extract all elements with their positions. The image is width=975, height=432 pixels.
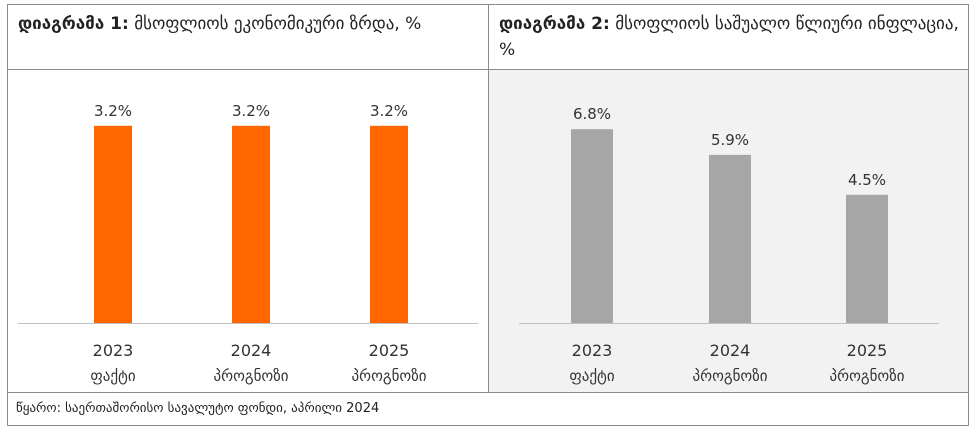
tick-label-year: 2023 — [93, 341, 134, 360]
data-label: 6.8% — [573, 105, 611, 123]
chart-title: დიაგრამა 2: მსოფლიოს საშუალო წლიური ინფლ… — [499, 11, 959, 63]
title-divider — [489, 69, 968, 70]
chart-title-label: დიაგრამა 1: — [18, 14, 129, 34]
chart-title: დიაგრამა 1: მსოფლიოს ეკონომიკური ზრდა, % — [18, 11, 478, 37]
data-label: 4.5% — [848, 171, 886, 189]
title-divider — [8, 69, 488, 70]
data-label: 3.2% — [370, 102, 408, 120]
data-label: 3.2% — [232, 102, 270, 120]
bar-2025 — [370, 125, 408, 323]
tick-label-year: 2025 — [369, 341, 410, 360]
chart-panel-inflation: დიაგრამა 2: მსოფლიოს საშუალო წლიური ინფლ… — [489, 5, 968, 392]
tick-label-status: პროგნოზი — [693, 367, 768, 385]
bar-2025 — [846, 194, 888, 323]
tick-label-status: პროგნოზი — [352, 367, 427, 385]
chart-title-text: მსოფლიოს ეკონომიკური ზრდა, % — [128, 14, 422, 34]
tick-label-status: ფაქტი — [90, 367, 136, 385]
bar-2024 — [709, 154, 751, 323]
inflation-bar-chart: 6.8% 2023 ფაქტი 5.9% 2024 პროგნოზი 4.5% 2025 პრო… — [519, 105, 939, 385]
tick-label-status: პროგნოზი — [214, 367, 289, 385]
data-label: 5.9% — [711, 131, 749, 149]
tick-label-status: ფაქტი — [569, 367, 615, 385]
source-note: წყარო: საერთაშორისო სავალუტო ფონდი, აპრი… — [16, 401, 380, 416]
chart-title-label: დიაგრამა 2: — [499, 14, 610, 34]
chart-title-text: მსოფლიოს საშუალო წლიური ინფლაცია, % — [499, 14, 959, 60]
tick-label-status: პროგნოზი — [830, 367, 905, 385]
bar-2023 — [571, 129, 613, 323]
tick-label-year: 2024 — [231, 341, 272, 360]
growth-bar-chart: 3.2% 2023 ფაქტი 3.2% 2024 პროგნოზი 3.2% 2025 პრო… — [18, 102, 478, 385]
data-label: 3.2% — [94, 102, 132, 120]
source-footer: წყარო: საერთაშორისო სავალუტო ფონდი, აპრი… — [8, 392, 968, 425]
bar-2023 — [94, 125, 132, 323]
figure-frame: დიაგრამა 1: მსოფლიოს ეკონომიკური ზრდა, %… — [7, 4, 969, 426]
tick-label-year: 2025 — [847, 341, 888, 360]
tick-label-year: 2023 — [572, 341, 613, 360]
tick-label-year: 2024 — [710, 341, 751, 360]
bar-2024 — [232, 125, 270, 323]
chart-panel-growth: დიაგრამა 1: მსოფლიოს ეკონომიკური ზრდა, %… — [8, 5, 489, 392]
